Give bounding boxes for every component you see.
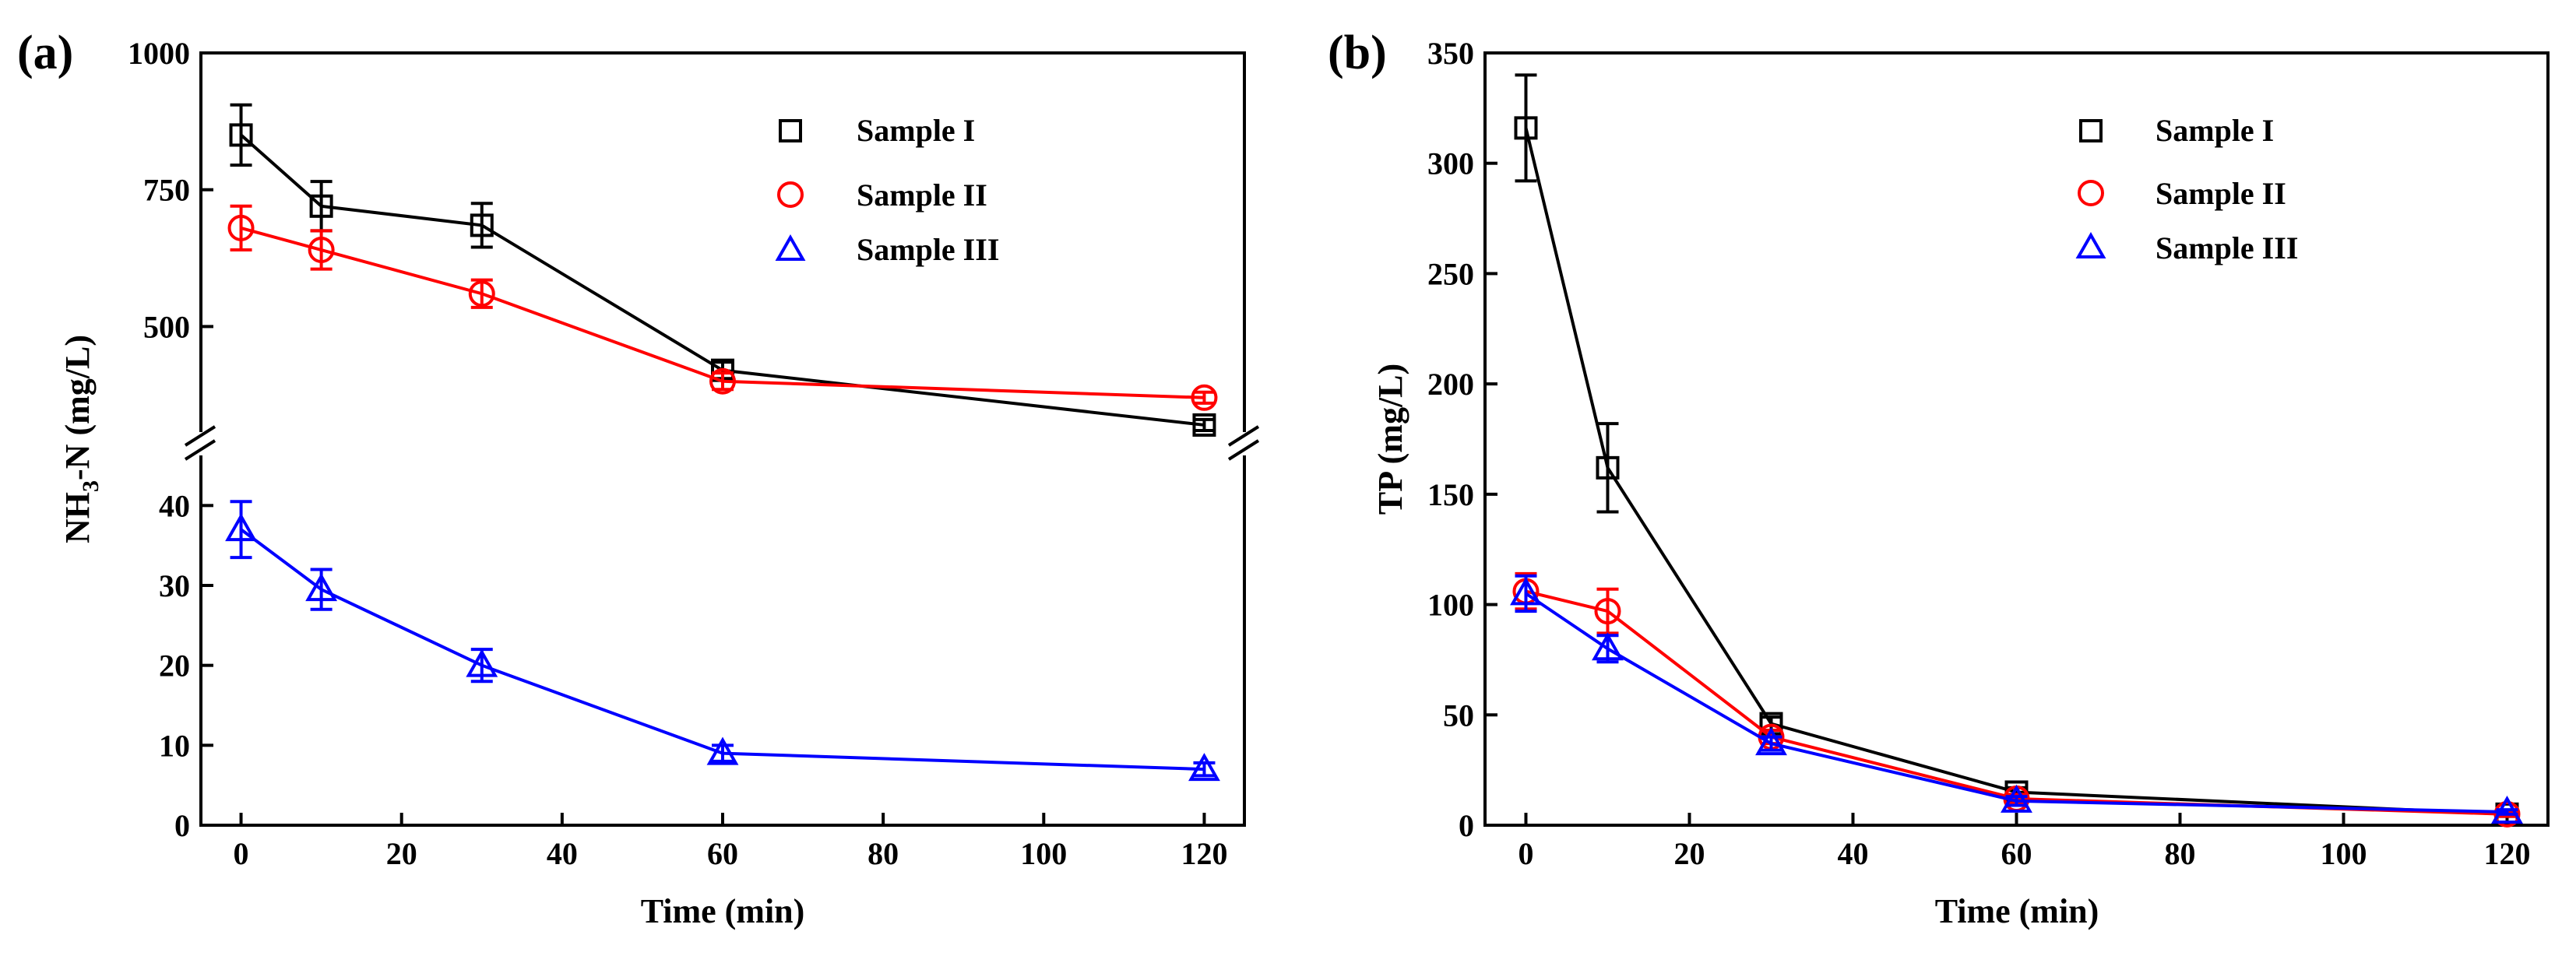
data-point-triangle: [225, 513, 257, 542]
x-tick-label: 80: [867, 836, 899, 871]
legend-label-sample-1: Sample I: [2155, 113, 2274, 148]
data-point-circle: [227, 214, 255, 241]
data-point-circle: [1191, 384, 1218, 411]
y-tick-label: 150: [1427, 477, 1474, 512]
x-tick-label: 60: [707, 836, 738, 871]
legend-label-sample-3: Sample III: [2155, 230, 2298, 265]
x-tick-label: 80: [2165, 836, 2196, 871]
panel-b-frame: [1483, 51, 2550, 827]
series-sample-ii: [227, 204, 1218, 411]
data-point-circle: [1594, 598, 1621, 625]
data-point-circle: [2493, 800, 2521, 828]
panel-a-x-axis-title: Time (min): [641, 892, 805, 930]
legend-marker-sample-3: [2075, 231, 2106, 258]
data-point-square: [309, 194, 333, 218]
x-tick-label: 20: [386, 836, 417, 871]
legend-label-sample-1: Sample I: [857, 113, 975, 148]
y-tick-label: 30: [159, 568, 190, 603]
x-tick-label: 0: [1519, 836, 1534, 871]
panel-a-x-ticks: 0 20 40 60 80 100 120: [234, 813, 1227, 871]
y-tick-label: 10: [159, 728, 190, 763]
y-tick-label: 20: [159, 648, 190, 684]
y-tick-label: 0: [174, 808, 190, 843]
panel-b-y-ticks: 0 50 100 150 200 250 300 350: [1427, 36, 1497, 843]
x-tick-label: 120: [2484, 836, 2531, 871]
y-tick-label: 750: [143, 173, 190, 208]
legend-marker-sample-2: [2078, 180, 2104, 206]
y-tick-label: 100: [1427, 588, 1474, 623]
data-point-triangle: [2491, 795, 2523, 824]
data-point-square: [229, 123, 253, 147]
data-point-triangle: [305, 573, 338, 602]
panel-b-y-axis-title: TP (mg/L): [1371, 364, 1409, 515]
data-point-square: [1192, 413, 1216, 437]
panel-b-label: (b): [1328, 26, 1387, 79]
data-point-square: [1596, 455, 1620, 480]
data-point-triangle: [706, 736, 739, 765]
x-tick-label: 60: [2001, 836, 2032, 871]
x-tick-label: 20: [1674, 836, 1705, 871]
series-sample-iii: [225, 500, 1220, 782]
panel-a-label: (a): [17, 26, 73, 79]
panel-a: (a) 0 20 40 60 80 100 120 0102030405007501000 …: [17, 26, 1260, 930]
legend-marker-sample-3: [775, 234, 806, 261]
legend-label-sample-2: Sample II: [2155, 176, 2286, 211]
legend-label-sample-2: Sample II: [857, 177, 987, 213]
data-point-triangle: [1510, 577, 1542, 606]
data-point-square: [470, 213, 494, 237]
panel-a-y-axis-title: NH3-N (mg/L): [58, 335, 104, 543]
series-line: [240, 528, 1205, 771]
y-tick-label: 200: [1427, 367, 1474, 402]
series-sample-i: [1514, 73, 2519, 826]
legend-label-sample-3: Sample III: [857, 232, 999, 267]
y-tick-label: 0: [1459, 808, 1474, 843]
panel-b-legend: Sample I Sample II Sample III: [2075, 113, 2298, 265]
x-tick-label: 100: [2321, 836, 2367, 871]
panel-b-x-axis-title: Time (min): [1935, 892, 2099, 930]
y-tick-label: 1000: [128, 36, 190, 71]
x-tick-label: 100: [1020, 836, 1067, 871]
data-point-square: [1514, 116, 1538, 140]
data-point-triangle: [1592, 632, 1624, 661]
data-point-circle: [468, 280, 495, 308]
y-tick-label: 250: [1427, 256, 1474, 291]
legend-marker-sample-1: [2079, 119, 2103, 142]
panel-a-axis-break: [184, 425, 1260, 461]
data-point-circle: [709, 367, 736, 395]
x-tick-label: 40: [547, 836, 578, 871]
series-sample-iii: [1510, 574, 2523, 824]
x-tick-label: 40: [1838, 836, 1869, 871]
series-line: [1525, 592, 2507, 814]
data-point-triangle: [1755, 727, 1787, 756]
y-tick-label: 350: [1427, 36, 1474, 71]
panel-b-series: [1510, 73, 2523, 828]
legend-marker-sample-2: [777, 181, 804, 208]
panel-b: (b) 0 20 40 60 80 100 120 0 50 100 150 200 250 300 35…: [1328, 26, 2550, 930]
x-tick-label: 120: [1181, 836, 1227, 871]
panel-a-frame: [199, 51, 1246, 827]
legend-marker-sample-1: [779, 119, 802, 142]
x-tick-label: 0: [234, 836, 249, 871]
panel-a-y-ticks: 0 10 20 30 40 500 750 1000: [128, 36, 213, 843]
y-tick-label: 500: [143, 309, 190, 344]
series-line: [1524, 127, 2507, 816]
y-tick-label: 40: [159, 488, 190, 523]
data-point-triangle: [2001, 784, 2032, 813]
data-point-triangle: [466, 648, 498, 677]
data-point-circle: [308, 237, 335, 264]
y-tick-label: 300: [1427, 146, 1474, 181]
data-point-triangle: [1188, 753, 1220, 782]
y-tick-label: 50: [1443, 698, 1474, 733]
panel-a-legend: Sample I Sample II Sample III: [775, 113, 999, 267]
panel-b-x-ticks: 0 20 40 60 80 100 120: [1519, 813, 2531, 871]
panel-a-series: [225, 103, 1220, 782]
